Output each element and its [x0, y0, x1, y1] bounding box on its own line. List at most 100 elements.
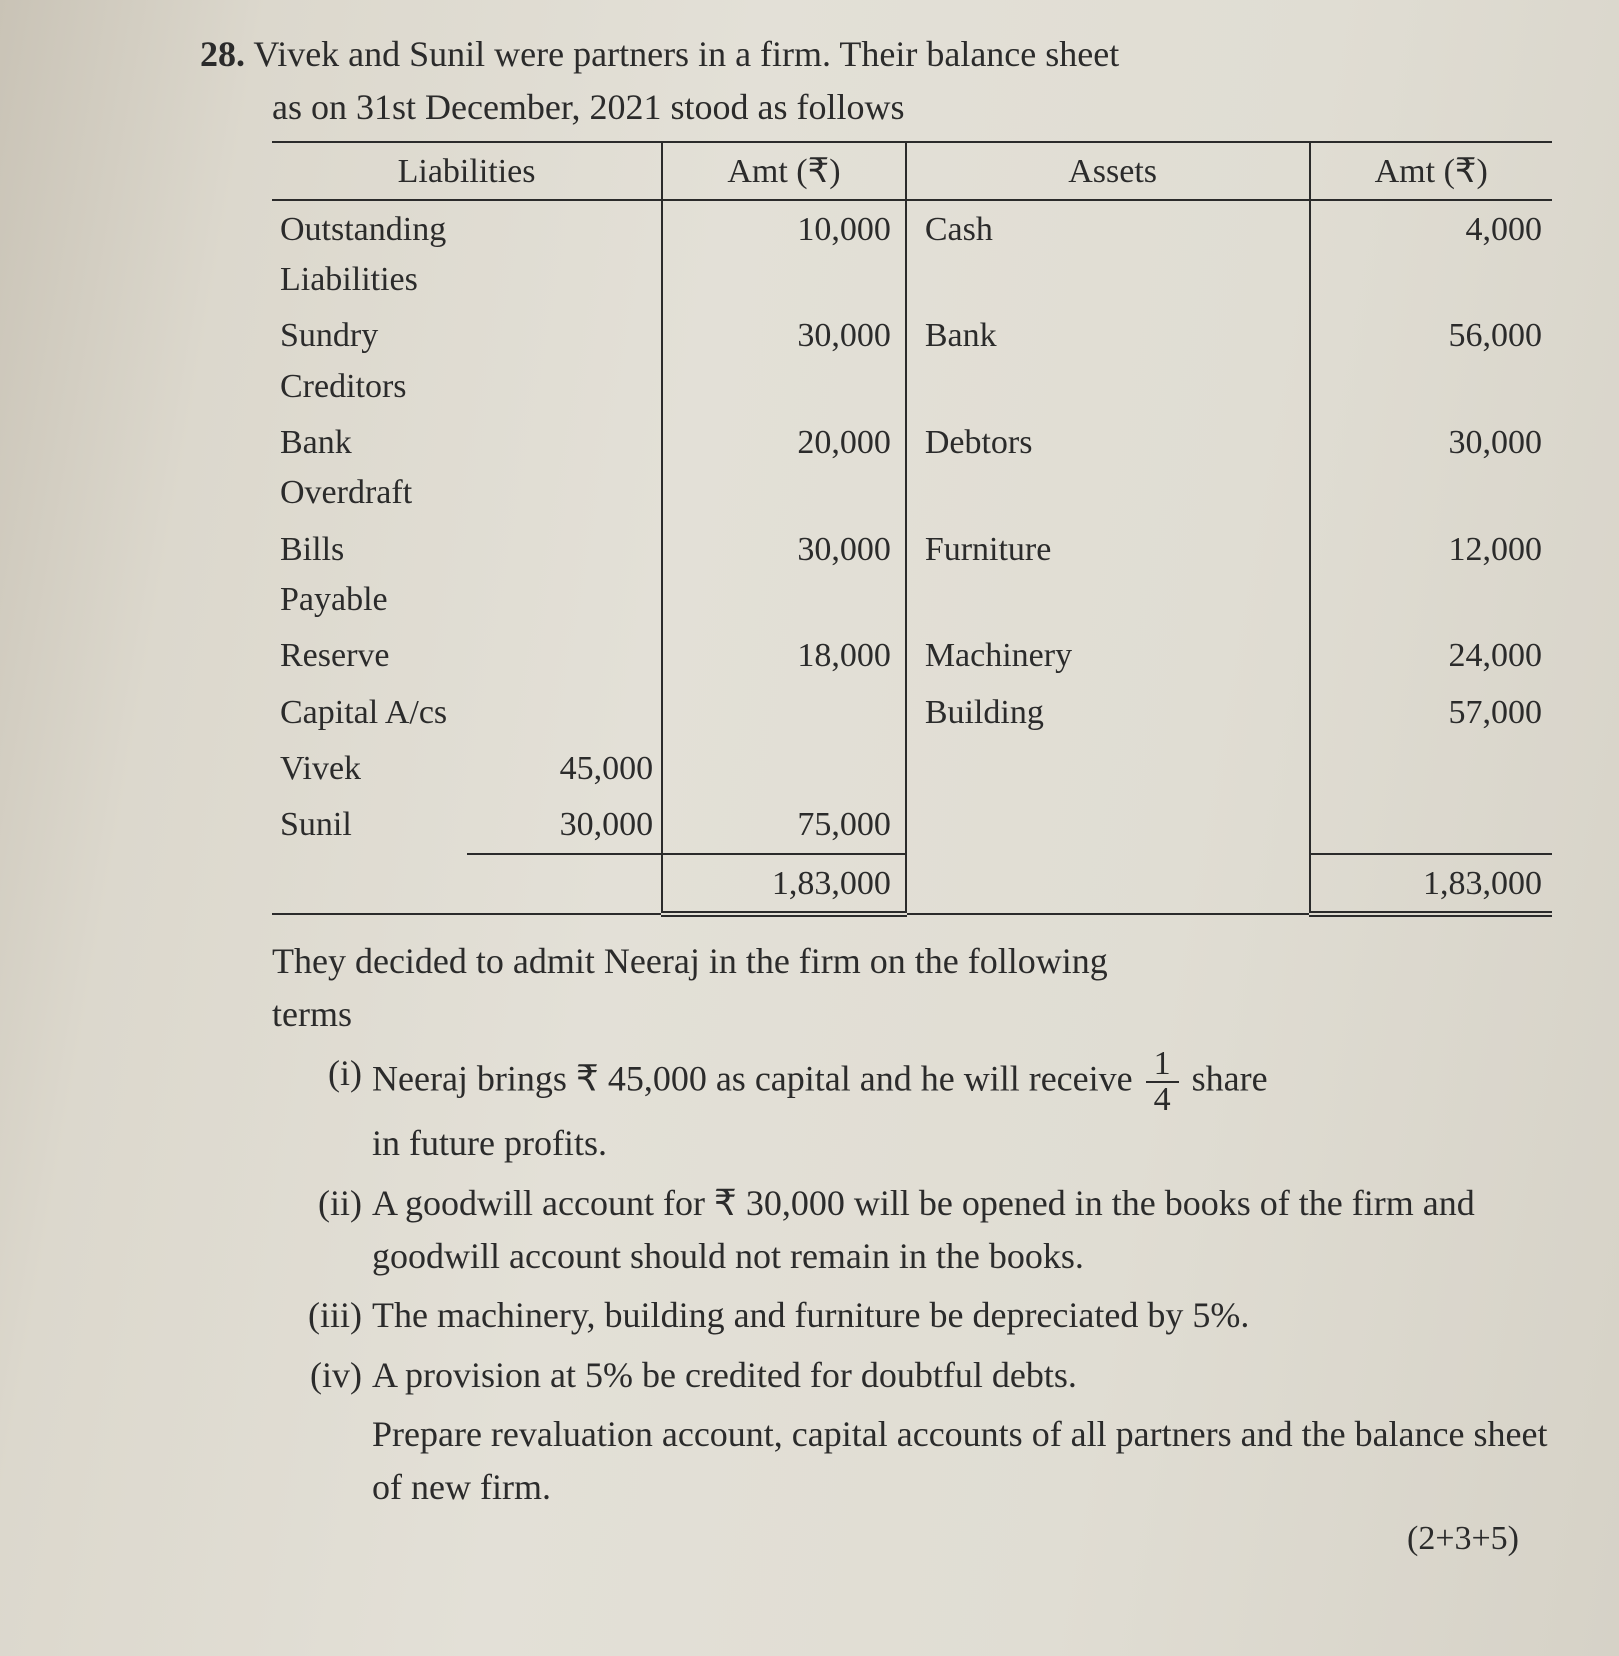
liability-cell: Sundry Creditors — [272, 307, 467, 414]
liability-cell: Vivek — [272, 740, 467, 796]
blank-cell — [1108, 684, 1310, 740]
term-i: (i) Neeraj brings ₹ 45,000 as capital an… — [272, 1047, 1559, 1170]
blank-cell — [906, 854, 1108, 914]
liability-amt-cell: 18,000 — [662, 627, 906, 683]
liability-cell: Outstanding Liabilities — [272, 200, 467, 308]
table-row: Bills Payable 30,000 Furniture 12,000 — [272, 521, 1552, 628]
asset-cell: Machinery — [906, 627, 1108, 683]
liability-amt-cell: 30,000 — [662, 307, 906, 414]
liability-amt-cell — [662, 740, 906, 796]
liability-sub-cell — [467, 521, 662, 628]
blank-cell — [1108, 200, 1310, 308]
liability-amt-cell: 75,000 — [662, 796, 906, 853]
liability-amt-cell: 10,000 — [662, 200, 906, 308]
blank-cell — [1108, 796, 1310, 853]
liability-sub-cell — [467, 684, 662, 740]
header-assets: Assets — [906, 142, 1310, 200]
asset-cell — [906, 796, 1108, 853]
liability-amt-cell — [662, 684, 906, 740]
term-iv: (iv) A provision at 5% be credited for d… — [272, 1349, 1559, 1402]
liability-sub-cell: 30,000 — [467, 796, 662, 853]
asset-cell: Furniture — [906, 521, 1108, 628]
marks-allocation: (2+3+5) — [200, 1514, 1559, 1564]
liability-sub-cell: 45,000 — [467, 740, 662, 796]
term-i-text-b: share — [1192, 1059, 1268, 1099]
header-liabilities: Liabilities — [272, 142, 662, 200]
table-row: Outstanding Liabilities 10,000 Cash 4,00… — [272, 200, 1552, 308]
blank-cell — [272, 854, 467, 914]
liability-sub-cell — [467, 627, 662, 683]
roman-numeral: (i) — [272, 1047, 372, 1170]
asset-cell: Debtors — [906, 414, 1108, 521]
asset-amt-cell: 57,000 — [1310, 684, 1553, 740]
question-number: 28. — [200, 34, 245, 74]
liability-amt-cell: 20,000 — [662, 414, 906, 521]
liability-sub-cell — [467, 200, 662, 308]
asset-amt-cell: 12,000 — [1310, 521, 1553, 628]
table-row: Capital A/cs Building 57,000 — [272, 684, 1552, 740]
asset-amt-cell: 56,000 — [1310, 307, 1553, 414]
blank-cell — [1108, 307, 1310, 414]
liability-cell: Bank Overdraft — [272, 414, 467, 521]
liability-cell: Bills Payable — [272, 521, 467, 628]
header-amt-2: Amt (₹) — [1310, 142, 1553, 200]
roman-numeral: (iv) — [272, 1349, 372, 1402]
roman-numeral: (ii) — [272, 1177, 372, 1284]
intro-line-2: as on 31st December, 2021 stood as follo… — [200, 81, 1559, 134]
table-header-row: Liabilities Amt (₹) Assets Amt (₹) — [272, 142, 1552, 200]
table-row: Sundry Creditors 30,000 Bank 56,000 — [272, 307, 1552, 414]
table-row: Reserve 18,000 Machinery 24,000 — [272, 627, 1552, 683]
term-body: A goodwill account for ₹ 30,000 will be … — [372, 1177, 1559, 1284]
intro-line-1: Vivek and Sunil were partners in a firm.… — [253, 34, 1119, 74]
blank-cell — [467, 854, 662, 914]
roman-numeral: (iii) — [272, 1289, 372, 1342]
fraction-numerator: 1 — [1146, 1047, 1179, 1083]
term-ii: (ii) A goodwill account for ₹ 30,000 wil… — [272, 1177, 1559, 1284]
table-row: Sunil 30,000 75,000 — [272, 796, 1552, 853]
blank-cell — [1108, 854, 1310, 914]
term-iii: (iii) The machinery, building and furnit… — [272, 1289, 1559, 1342]
term-i-text-a: Neeraj brings ₹ 45,000 as capital and he… — [372, 1059, 1142, 1099]
blank-cell — [1108, 414, 1310, 521]
term-body: A provision at 5% be credited for doubtf… — [372, 1349, 1559, 1402]
term-body: Neeraj brings ₹ 45,000 as capital and he… — [372, 1047, 1559, 1170]
total-liabilities: 1,83,000 — [662, 854, 906, 914]
fraction: 1 4 — [1146, 1047, 1179, 1117]
term-body: The machinery, building and furniture be… — [372, 1289, 1559, 1342]
balance-sheet-table: Liabilities Amt (₹) Assets Amt (₹) Outst… — [272, 141, 1552, 917]
fraction-denominator: 4 — [1146, 1083, 1179, 1117]
liability-cell: Capital A/cs — [272, 684, 467, 740]
asset-cell: Bank — [906, 307, 1108, 414]
table-total-row: 1,83,000 1,83,000 — [272, 854, 1552, 914]
instruction-block: Prepare revaluation account, capital acc… — [272, 1408, 1559, 1515]
terms-list: (i) Neeraj brings ₹ 45,000 as capital an… — [200, 1047, 1559, 1514]
table-row: Bank Overdraft 20,000 Debtors 30,000 — [272, 414, 1552, 521]
total-assets: 1,83,000 — [1310, 854, 1553, 914]
liability-cell: Sunil — [272, 796, 467, 853]
liability-sub-cell — [467, 414, 662, 521]
asset-amt-cell: 30,000 — [1310, 414, 1553, 521]
post-table-text: They decided to admit Neeraj in the firm… — [200, 935, 1559, 1042]
asset-amt-cell: 4,000 — [1310, 200, 1553, 308]
header-amt-1: Amt (₹) — [662, 142, 906, 200]
liability-sub-cell — [467, 307, 662, 414]
asset-cell — [906, 740, 1108, 796]
asset-cell: Building — [906, 684, 1108, 740]
asset-amt-cell: 24,000 — [1310, 627, 1553, 683]
liability-cell: Reserve — [272, 627, 467, 683]
after-line-2: terms — [272, 988, 1559, 1041]
asset-cell: Cash — [906, 200, 1108, 308]
asset-amt-cell — [1310, 740, 1553, 796]
blank-cell — [272, 1408, 372, 1515]
after-line-1: They decided to admit Neeraj in the firm… — [272, 935, 1559, 988]
term-i-cont: in future profits. — [372, 1117, 1559, 1170]
blank-cell — [1108, 627, 1310, 683]
liability-amt-cell: 30,000 — [662, 521, 906, 628]
page: 28. Vivek and Sunil were partners in a f… — [0, 0, 1619, 1656]
asset-amt-cell — [1310, 796, 1553, 853]
blank-cell — [1108, 521, 1310, 628]
question-intro: 28. Vivek and Sunil were partners in a f… — [200, 28, 1559, 135]
table-row: Vivek 45,000 — [272, 740, 1552, 796]
instruction-text: Prepare revaluation account, capital acc… — [372, 1408, 1559, 1515]
blank-cell — [1108, 740, 1310, 796]
